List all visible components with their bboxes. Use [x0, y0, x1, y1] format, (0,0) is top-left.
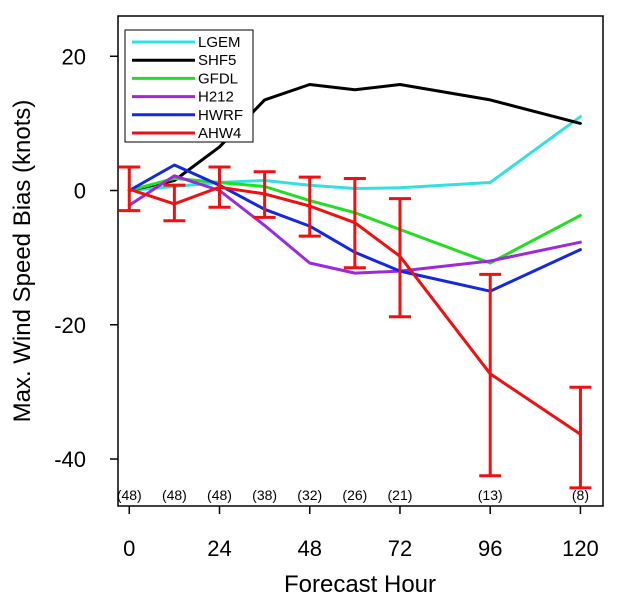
- x-tick-label-0: 0: [123, 536, 135, 561]
- sample-count-label-120: (8): [572, 487, 589, 503]
- legend-label-ahw4: AHW4: [198, 125, 241, 142]
- sample-count-label-0: (48): [117, 487, 142, 503]
- x-tick-label-24: 24: [207, 536, 231, 561]
- legend-label-h212: H212: [198, 89, 234, 106]
- y-tick-label--20: -20: [54, 313, 86, 338]
- y-tick-label-0: 0: [74, 179, 86, 204]
- x-axis: 0 24 48 72 96 120: [123, 506, 599, 561]
- y-axis-title: Max. Wind Speed Bias (knots): [9, 100, 36, 423]
- legend-label-hwrf: HWRF: [198, 107, 243, 124]
- sample-count-label-48: (32): [297, 487, 322, 503]
- x-axis-title: Forecast Hour: [284, 571, 436, 598]
- series-line-shf5: [127, 83, 582, 192]
- sample-count-label-12: (48): [162, 487, 187, 503]
- series-line-h212: [127, 174, 582, 275]
- plot-area: (48) (48) (48) (38) (32) (26) (21) (13) (8): [117, 15, 604, 507]
- legend-label-gfdl: GFDL: [198, 70, 238, 87]
- error-bar-12: [163, 183, 186, 223]
- sample-count-label-36: (38): [252, 487, 277, 503]
- y-axis: -40 -20 0 20: [54, 44, 118, 472]
- series-layer: [127, 83, 582, 436]
- error-bar-120: [569, 385, 592, 490]
- legend-label-lgem: LGEM: [198, 34, 241, 51]
- sample-count-layer: (48) (48) (48) (38) (32) (26) (21) (13) (8): [117, 487, 589, 503]
- error-bar-72: [388, 197, 411, 319]
- error-bar-0: [118, 165, 141, 213]
- error-bar-36: [253, 170, 276, 219]
- y-tick-label-20: 20: [62, 44, 86, 69]
- error-bar-24: [208, 165, 231, 209]
- sample-count-label-72: (21): [388, 487, 413, 503]
- legend-label-shf5: SHF5: [198, 52, 236, 69]
- x-tick-label-120: 120: [562, 536, 599, 561]
- error-bar-48: [298, 175, 321, 238]
- error-bar-96: [479, 272, 502, 478]
- error-bar-layer: [118, 165, 592, 490]
- sample-count-label-60: (26): [342, 487, 367, 503]
- legend-box: [124, 29, 254, 143]
- y-tick-label--40: -40: [54, 447, 86, 472]
- sample-count-label-96: (13): [478, 487, 503, 503]
- x-tick-label-72: 72: [388, 536, 412, 561]
- error-bar-60: [343, 176, 366, 270]
- plot-frame: [117, 15, 604, 507]
- x-tick-label-48: 48: [298, 536, 322, 561]
- sample-count-label-24: (48): [207, 487, 232, 503]
- x-tick-label-96: 96: [478, 536, 502, 561]
